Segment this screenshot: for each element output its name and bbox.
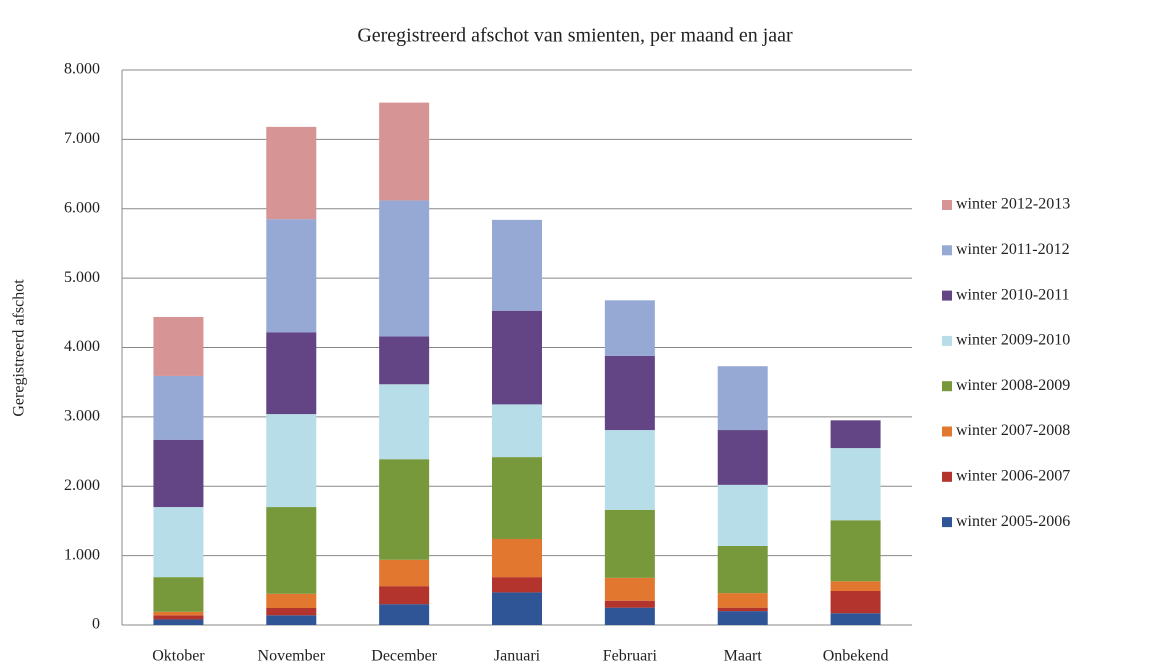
- bar-segment: [830, 448, 881, 521]
- bar-segment: [604, 577, 655, 601]
- legend-swatch: [942, 200, 952, 210]
- bar-segment: [492, 592, 542, 625]
- legend-swatch: [942, 426, 952, 437]
- bar-segment: [266, 507, 317, 594]
- bar-segment: [266, 332, 317, 415]
- bar-segment: [604, 607, 655, 625]
- bar-segment: [379, 586, 430, 605]
- legend-label: winter 2007-2008: [956, 422, 1070, 439]
- bar-segment: [266, 615, 317, 625]
- bar-segment: [379, 384, 430, 460]
- bar-segment: [379, 336, 430, 385]
- x-tick-label: Maart: [724, 648, 763, 665]
- bar-segment: [379, 102, 430, 201]
- x-tick-label: November: [258, 648, 326, 665]
- y-tick-label: 0: [92, 616, 100, 633]
- bar-segment: [153, 439, 204, 508]
- x-tick-label: December: [371, 648, 437, 665]
- legend-swatch: [942, 517, 952, 528]
- bar-segment: [153, 375, 204, 440]
- legend-label: winter 2009-2010: [956, 332, 1070, 349]
- legend-swatch: [942, 381, 952, 392]
- legend-label: winter 2012-2013: [956, 196, 1070, 213]
- y-tick-label: 7.000: [64, 130, 100, 147]
- legend-swatch: [942, 335, 952, 346]
- bar-segment: [604, 430, 655, 510]
- bar-segment: [379, 604, 430, 625]
- legend-swatch: [942, 290, 952, 301]
- legend-swatch: [942, 471, 952, 482]
- bar-segment: [492, 219, 542, 311]
- x-tick-label: Januari: [494, 648, 541, 665]
- bar-segment: [492, 577, 542, 593]
- x-tick-label: Oktober: [152, 648, 205, 665]
- bar-segment: [266, 593, 317, 609]
- legend-label: winter 2008-2009: [956, 377, 1070, 394]
- bar-segment: [492, 310, 542, 405]
- bar-segment: [379, 200, 430, 337]
- bar-segment: [830, 591, 881, 614]
- bar-segment: [604, 300, 655, 356]
- bar-segment: [717, 484, 768, 546]
- bar-segment: [379, 559, 430, 587]
- bar-segment: [717, 611, 768, 625]
- bar-segment: [153, 615, 204, 620]
- bar-segment: [153, 577, 204, 612]
- legend-swatch: [942, 245, 952, 256]
- y-tick-label: 3.000: [64, 408, 100, 425]
- bar-segment: [604, 600, 655, 608]
- bar-segment: [266, 219, 317, 333]
- bar-segment: [604, 355, 655, 431]
- bar-segment: [492, 404, 542, 458]
- bar-segment: [830, 581, 881, 592]
- x-tick-label: Onbekend: [823, 648, 889, 665]
- bar-segment: [492, 457, 542, 539]
- legend-label: winter 2011-2012: [956, 241, 1070, 258]
- bar-segment: [379, 459, 430, 560]
- y-tick-label: 4.000: [64, 338, 100, 355]
- bar-segment: [153, 316, 204, 376]
- bar-segment: [266, 414, 317, 508]
- legend-label: winter 2005-2006: [956, 513, 1070, 530]
- bar-segment: [830, 520, 881, 582]
- bar-segment: [717, 607, 768, 612]
- legend-label: winter 2006-2007: [956, 467, 1070, 484]
- bar-segment: [717, 593, 768, 608]
- y-tick-label: 6.000: [64, 199, 100, 216]
- bar-segment: [153, 619, 204, 625]
- legend-label: winter 2010-2011: [956, 286, 1070, 303]
- bar-segment: [153, 507, 204, 578]
- y-tick-label: 8.000: [64, 61, 100, 78]
- bar-segment: [717, 366, 768, 431]
- bar-segment: [492, 538, 542, 578]
- bar-segment: [830, 420, 881, 449]
- bar-segment: [830, 613, 881, 625]
- y-tick-label: 2.000: [64, 477, 100, 494]
- bar-segment: [266, 608, 317, 616]
- bar-segment: [604, 509, 655, 578]
- y-axis-label: Geregistreerd afschot: [11, 279, 28, 417]
- y-tick-label: 1.000: [64, 546, 100, 563]
- bar-segment: [717, 430, 768, 485]
- bar-segment: [266, 126, 317, 220]
- chart-title: Geregistreerd afschot van smienten, per …: [357, 25, 793, 47]
- bar-segment: [153, 611, 204, 616]
- x-tick-label: Februari: [603, 648, 658, 665]
- y-tick-label: 5.000: [64, 269, 100, 286]
- bar-segment: [717, 545, 768, 594]
